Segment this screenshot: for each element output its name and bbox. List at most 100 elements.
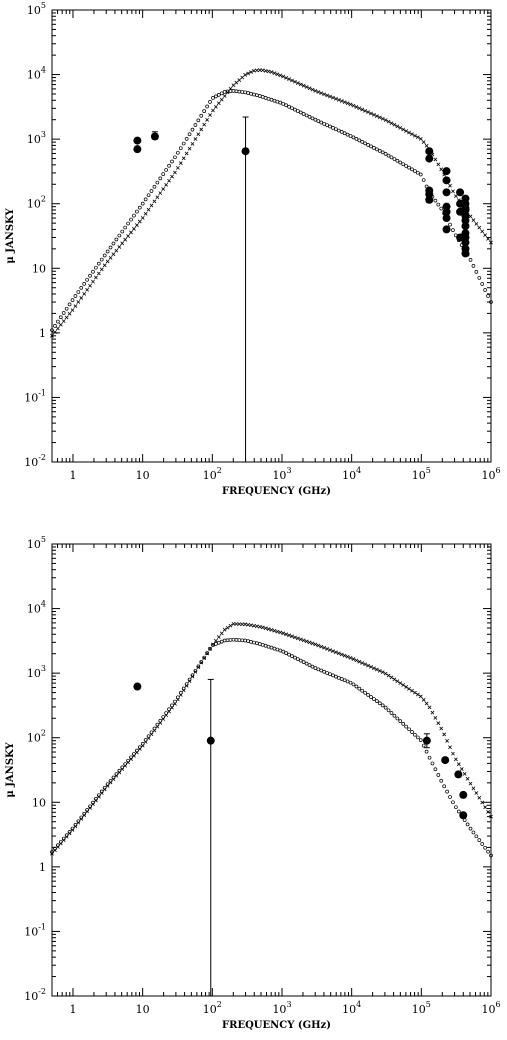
circle-marker (398, 160, 403, 165)
series-cross (50, 68, 493, 338)
cross-marker (178, 161, 183, 165)
cross-stroke (456, 762, 461, 767)
cross-marker (290, 78, 294, 83)
circle-marker (363, 690, 368, 695)
circle-marker (269, 645, 274, 650)
cross-stroke (489, 814, 493, 819)
cross-marker (307, 86, 312, 91)
cross-marker (407, 686, 411, 691)
circle-marker (129, 755, 133, 760)
circle-marker (222, 638, 227, 643)
circle-marker (301, 660, 306, 664)
circle-marker (345, 132, 350, 137)
cross-marker (290, 634, 294, 639)
circle-marker (398, 719, 403, 724)
cross-marker (275, 629, 280, 634)
circle-marker (91, 800, 95, 805)
circle-marker (293, 655, 297, 660)
circle-marker (415, 735, 420, 740)
circle-marker (196, 118, 201, 123)
circle-marker (82, 282, 87, 286)
cross-stroke (331, 649, 335, 653)
cross-stroke (354, 105, 359, 109)
cross-marker (208, 113, 212, 117)
cross-stroke (249, 70, 253, 74)
circle-marker (255, 641, 259, 646)
cross-stroke (439, 726, 444, 731)
cross-stroke (149, 203, 154, 208)
cross-marker (293, 635, 297, 640)
circle-marker (451, 800, 455, 805)
cross-marker (366, 663, 370, 668)
circle-marker (67, 302, 72, 307)
cross-stroke (290, 78, 294, 83)
cross-stroke (295, 636, 300, 641)
circle-marker (272, 98, 277, 103)
cross-marker (424, 701, 429, 706)
cross-marker (281, 74, 286, 79)
cross-stroke (263, 626, 268, 631)
cross-marker (363, 108, 368, 113)
cross-marker (433, 716, 438, 720)
cross-stroke (196, 665, 201, 670)
cross-stroke (260, 625, 265, 630)
cross-stroke (187, 146, 192, 151)
cross-marker (339, 652, 344, 657)
circle-marker (363, 141, 368, 146)
circle-marker (392, 713, 397, 718)
circle-marker (246, 639, 250, 643)
cross-stroke (386, 119, 391, 124)
cross-stroke (211, 108, 215, 113)
circle-marker (199, 660, 204, 664)
circle-marker (76, 819, 81, 824)
circle-marker (114, 772, 119, 776)
data-point (461, 238, 470, 247)
cross-marker (266, 69, 271, 74)
circle-marker (331, 673, 335, 678)
cross-marker (415, 692, 420, 697)
cross-stroke (222, 94, 227, 98)
cross-stroke (334, 650, 338, 655)
cross-stroke (357, 659, 362, 664)
circle-marker (249, 639, 253, 644)
cross-stroke (225, 625, 230, 630)
cross-stroke (310, 87, 315, 92)
circle-marker (304, 113, 309, 118)
data-point (461, 205, 470, 214)
cross-marker (237, 78, 242, 82)
cross-stroke (228, 623, 233, 628)
cross-stroke (266, 69, 271, 74)
circle-marker (410, 730, 414, 734)
circle-marker (339, 130, 344, 134)
cross-stroke (252, 623, 256, 628)
circle-marker (474, 834, 479, 839)
circle-marker (76, 290, 81, 294)
circle-marker (295, 657, 300, 661)
cross-stroke (272, 71, 277, 76)
circle-marker (126, 221, 130, 226)
series-circle (50, 89, 493, 333)
cross-stroke (310, 641, 315, 646)
circle-marker (257, 94, 262, 98)
cross-stroke (395, 124, 400, 129)
cross-stroke (325, 646, 329, 651)
data-point (425, 154, 434, 163)
circle-marker (155, 180, 160, 185)
cross-stroke (465, 776, 470, 781)
cross-marker (418, 136, 423, 141)
circle-marker (313, 117, 318, 122)
x-tick-label: 102 (203, 1000, 222, 1016)
cross-marker (187, 146, 192, 151)
cross-stroke (313, 642, 318, 647)
circle-marker (173, 155, 177, 160)
circle-marker (319, 120, 324, 125)
cross-marker (319, 644, 324, 649)
circle-marker (205, 651, 209, 655)
cross-stroke (386, 673, 391, 678)
cross-marker (339, 99, 344, 103)
circle-marker (202, 655, 207, 660)
circle-marker (184, 137, 189, 141)
cross-stroke (167, 178, 171, 183)
circle-marker (135, 209, 139, 214)
cross-stroke (272, 628, 277, 633)
